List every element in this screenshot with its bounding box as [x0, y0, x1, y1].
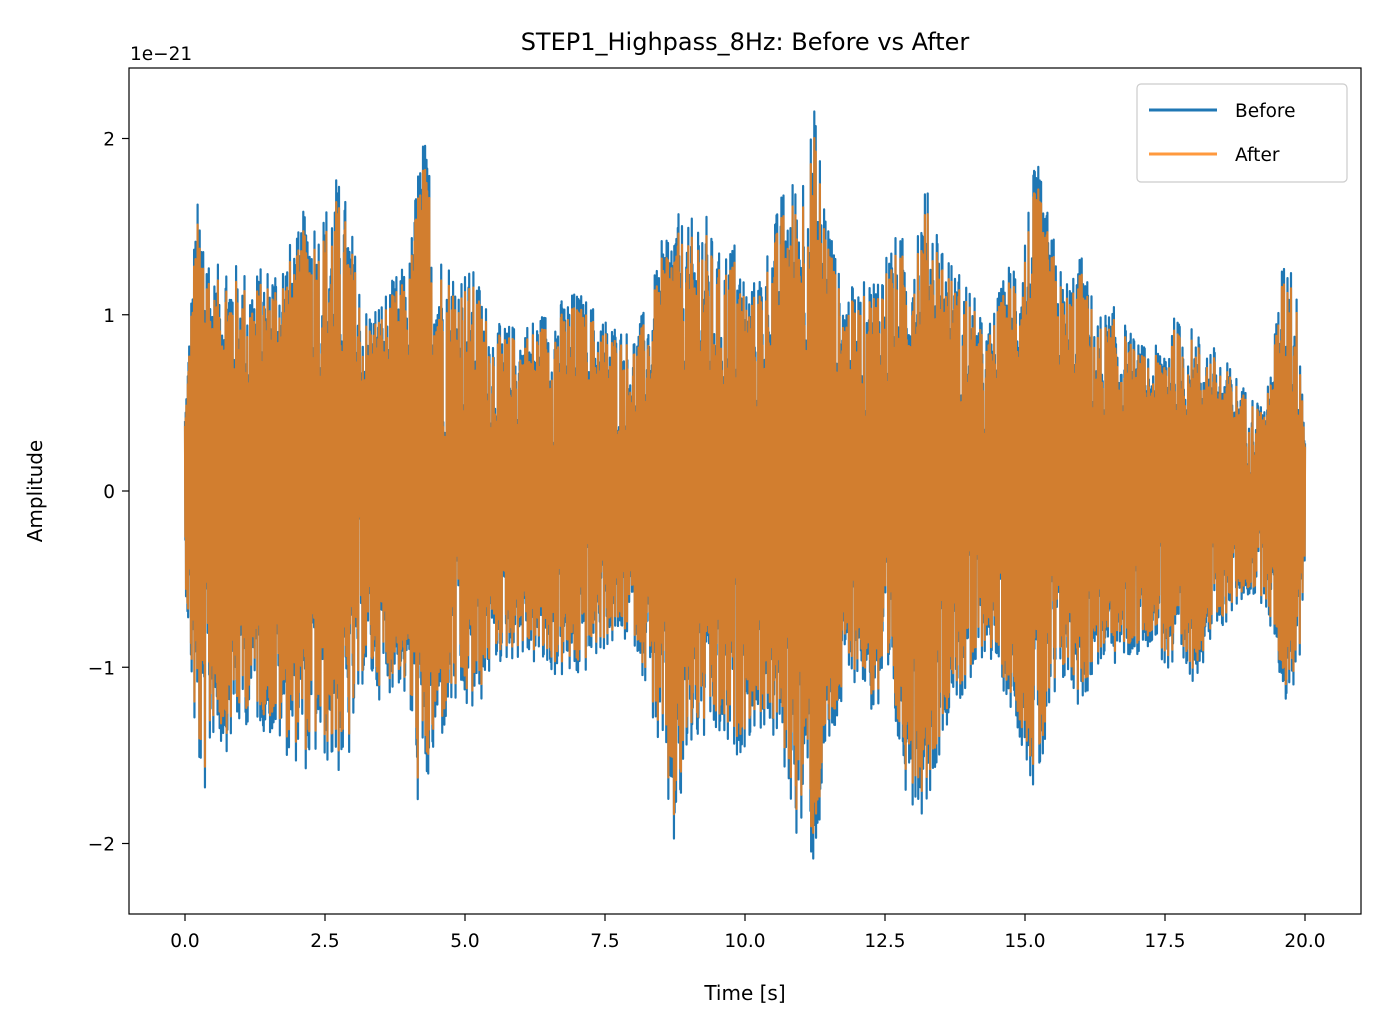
y-axis-offset-label: 1e−21	[130, 44, 192, 65]
x-tick-label: 0.0	[170, 931, 199, 952]
y-tick-label: −1	[88, 658, 115, 679]
legend-box	[1136, 83, 1348, 183]
y-axis-label: Amplitude	[23, 440, 47, 543]
y-tick-label: −2	[88, 835, 115, 856]
x-tick-label: 17.5	[1144, 931, 1185, 952]
legend-label-before: Before	[1235, 101, 1296, 122]
series-layer	[183, 110, 1307, 860]
x-tick-label: 12.5	[864, 931, 905, 952]
y-tick-label: 2	[103, 130, 115, 151]
x-tick-label: 2.5	[310, 931, 339, 952]
chart-title: STEP1_Highpass_8Hz: Before vs After	[521, 28, 970, 56]
x-tick-label: 15.0	[1004, 931, 1045, 952]
x-axis-ticks: 0.0 2.5 5.0 7.5 10.0 12.5 15.0 17.5 20.0	[170, 914, 1326, 952]
y-axis-ticks: −2 −1 0 1 2	[88, 130, 129, 856]
x-tick-label: 5.0	[450, 931, 479, 952]
x-axis-label: Time [s]	[703, 981, 785, 1005]
y-tick-label: 0	[103, 482, 115, 503]
x-tick-label: 7.5	[590, 931, 619, 952]
x-tick-label: 20.0	[1284, 931, 1325, 952]
legend-label-after: After	[1235, 145, 1280, 166]
series-line-after	[183, 136, 1307, 834]
x-tick-label: 10.0	[724, 931, 765, 952]
legend: Before After	[1136, 83, 1348, 183]
y-tick-label: 1	[103, 306, 115, 327]
